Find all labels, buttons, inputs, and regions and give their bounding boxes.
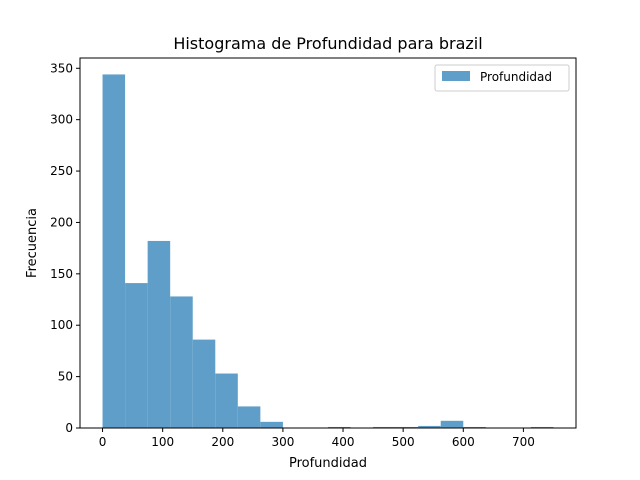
histogram-bar xyxy=(237,406,261,428)
legend: Profundidad xyxy=(434,64,570,92)
histogram-bar xyxy=(170,296,193,428)
histogram-bar xyxy=(530,426,554,428)
x-tick-label: 700 xyxy=(512,435,535,449)
histogram-bar xyxy=(102,74,126,428)
y-tick-label: 100 xyxy=(50,318,73,332)
histogram-bar xyxy=(418,425,441,428)
plot-frame xyxy=(79,57,577,429)
y-tick-label: 150 xyxy=(50,267,73,281)
x-tick-label: 600 xyxy=(452,435,475,449)
histogram-bar xyxy=(192,339,216,428)
y-tick-label: 250 xyxy=(50,164,73,178)
y-tick-label: 50 xyxy=(58,370,73,384)
histogram-bar xyxy=(125,283,148,428)
legend-label: Profundidad xyxy=(480,70,552,84)
histogram-bar xyxy=(395,426,419,428)
x-tick-label: 400 xyxy=(332,435,355,449)
legend-swatch xyxy=(442,71,470,81)
y-tick-label: 300 xyxy=(50,113,73,127)
chart-title: Histograma de Profundidad para brazil xyxy=(173,34,482,53)
histogram-bar xyxy=(463,426,486,428)
histogram-bar xyxy=(373,426,396,428)
y-axis-label: Frecuencia xyxy=(25,208,40,278)
x-tick-label: 500 xyxy=(392,435,415,449)
histogram-bar xyxy=(440,420,464,428)
x-tick-label: 200 xyxy=(211,435,234,449)
y-tick-label: 200 xyxy=(50,215,73,229)
x-tick-label: 0 xyxy=(99,435,107,449)
bars-group xyxy=(102,74,554,428)
histogram-bar xyxy=(260,421,283,428)
x-axis-ticks: 0 100 200 300 400 500 600 700 xyxy=(99,428,535,449)
x-tick-label: 100 xyxy=(151,435,174,449)
y-tick-label: 0 xyxy=(65,421,73,435)
histogram-bar xyxy=(147,240,171,428)
x-tick-label: 300 xyxy=(271,435,294,449)
y-axis-ticks: 0 50 100 150 200 250 300 350 xyxy=(50,61,80,435)
histogram-bar xyxy=(328,426,351,428)
histogram-bar xyxy=(215,373,238,428)
y-tick-label: 350 xyxy=(50,61,73,75)
x-axis-label: Profundidad xyxy=(289,456,367,471)
